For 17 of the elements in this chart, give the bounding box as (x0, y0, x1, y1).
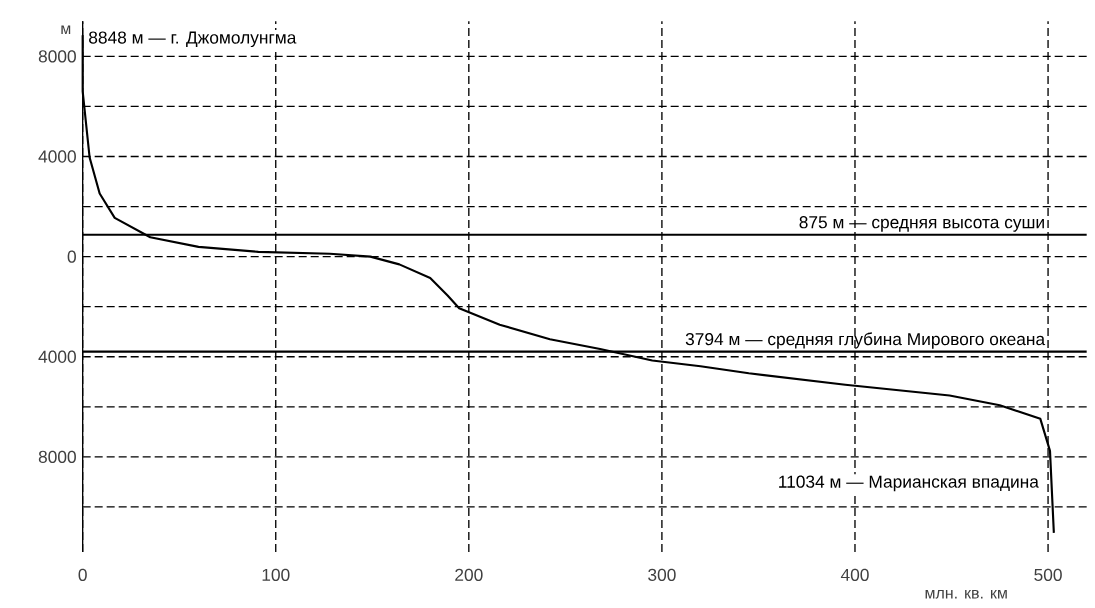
annotation: 8848 м — г. Джомолунгма (89, 31, 297, 48)
y-axis-title: м (61, 25, 71, 34)
ref-line-label: 3794 м — средняя глубина Мирового океана (685, 332, 1046, 349)
y-tick-label: 0 (67, 250, 76, 263)
x-tick-label: 0 (78, 568, 87, 581)
ref-line-label: 875 м — средняя высота суши (799, 216, 1044, 232)
x-tick-label: 100 (262, 568, 290, 581)
x-axis-title: млн. кв. км (925, 590, 1007, 599)
x-tick-label: 200 (455, 568, 483, 581)
y-tick-label: 4000 (38, 150, 76, 163)
x-tick-label: 300 (648, 568, 676, 581)
y-tick-label: 8000 (38, 50, 76, 63)
x-tick-label: 400 (840, 568, 869, 581)
annotation: 11034 м — Марианская впадина (779, 475, 1039, 492)
y-tick-label: 4000 (38, 350, 76, 363)
x-tick-label: 500 (1034, 568, 1062, 581)
y-tick-label: 8000 (38, 450, 76, 464)
